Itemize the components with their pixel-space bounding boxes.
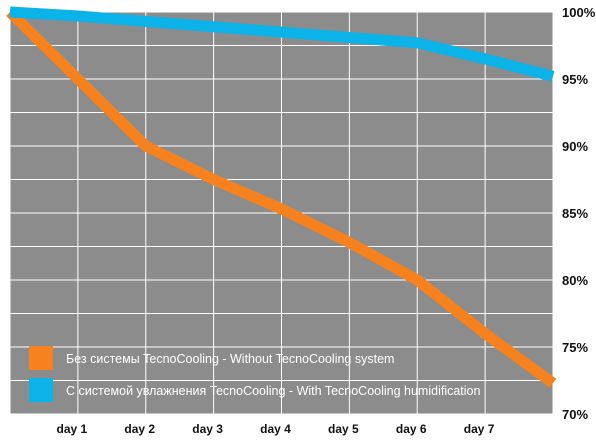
x-tick-label: day 6 [396,422,427,436]
plot-border [9,11,554,415]
series-lines [6,6,557,388]
x-tick-label: day 5 [328,422,359,436]
x-axis-tick-labels: day 1 day 2 day 3 day 4 day 5 day 6 day 7 [57,422,495,436]
legend-label: Без системы TecnoCooling - Without Tecno… [66,352,394,366]
x-tick-label: day 1 [57,422,88,436]
x-tick-label: day 7 [464,422,495,436]
x-tick-label: day 3 [192,422,223,436]
legend-label: С системой увлажнения TecnoCooling - Wit… [66,384,481,398]
y-tick-label: 100% [562,5,596,20]
series-line-2 [9,6,555,82]
legend: Без системы TecnoCooling - Without Tecno… [29,346,481,402]
x-tick-label: day 4 [260,422,291,436]
y-tick-label: 70% [562,407,588,422]
x-tick-label: day 2 [124,422,155,436]
series-line-1 [6,8,557,388]
y-tick-label: 75% [562,340,588,355]
y-axis-tick-labels: 100% 95% 90% 85% 80% 75% 70% [562,5,596,422]
y-tick-label: 85% [562,206,588,221]
legend-swatch [29,378,53,402]
y-tick-label: 90% [562,139,588,154]
y-tick-label: 80% [562,273,588,288]
y-tick-label: 95% [562,72,588,87]
legend-swatch [29,346,53,370]
